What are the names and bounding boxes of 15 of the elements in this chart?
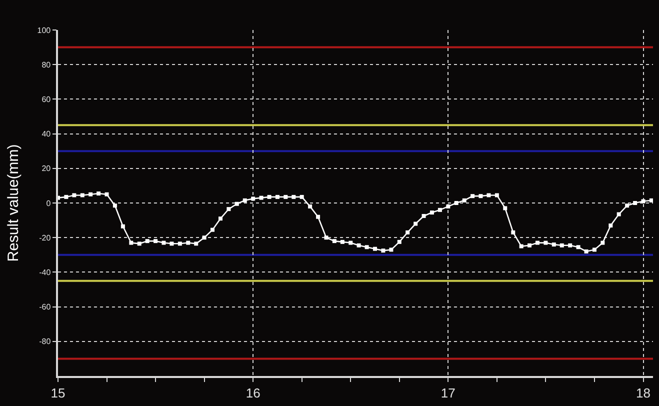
- y-tick-label: 80: [42, 60, 52, 70]
- y-tick-label: 60: [42, 95, 52, 104]
- y-tick-label: -20: [39, 233, 52, 242]
- x-tick-label: 17: [440, 385, 456, 400]
- y-tick-label: 0: [46, 198, 52, 208]
- y-tick-label: 40: [42, 130, 52, 139]
- x-tick-label: 15: [50, 385, 66, 400]
- y-tick-label: 20: [42, 164, 52, 174]
- y-tick-label: 100: [37, 26, 52, 35]
- y-tick-label: -80: [39, 337, 52, 346]
- y-tick-label: -60: [39, 302, 52, 312]
- x-tick-label: 18: [636, 385, 650, 400]
- x-tick-label: 16: [246, 385, 260, 400]
- y-tick-label: -40: [39, 268, 52, 277]
- y-axis-title: Result value(mm): [5, 144, 22, 262]
